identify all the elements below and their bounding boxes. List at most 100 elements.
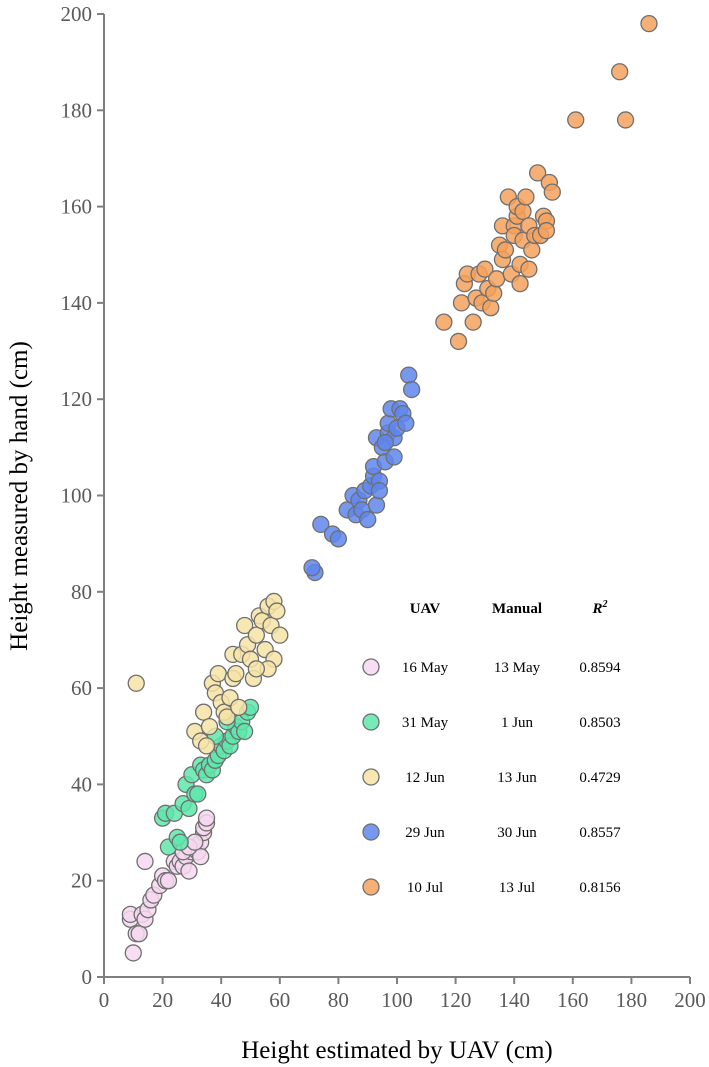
legend-r2-value: 0.8557 bbox=[579, 825, 621, 841]
legend-r2-value: 0.8503 bbox=[579, 715, 620, 731]
y-tick-label: 200 bbox=[61, 2, 93, 26]
data-point-series-4 bbox=[517, 188, 535, 206]
data-point-series-2 bbox=[197, 737, 216, 755]
data-point-series-3 bbox=[367, 496, 386, 514]
data-point-series-0 bbox=[180, 862, 198, 880]
data-point-series-4 bbox=[452, 294, 471, 312]
data-point-series-2 bbox=[218, 708, 236, 726]
y-tick-label: 180 bbox=[61, 98, 93, 122]
data-point-series-3 bbox=[402, 380, 421, 399]
y-tick-label: 60 bbox=[71, 676, 92, 700]
data-point-series-4 bbox=[537, 222, 556, 240]
data-point-series-4 bbox=[567, 111, 585, 129]
data-point-series-4 bbox=[511, 274, 529, 293]
x-tick-label: 80 bbox=[328, 988, 349, 1012]
data-point-series-4 bbox=[487, 270, 506, 288]
data-points bbox=[121, 14, 658, 962]
y-axis-title: Height measured by hand (cm) bbox=[6, 341, 33, 651]
data-point-series-4 bbox=[616, 111, 635, 129]
data-point-series-0 bbox=[159, 872, 178, 890]
data-point-series-2 bbox=[227, 665, 245, 683]
x-tick-label: 140 bbox=[498, 988, 530, 1012]
x-tick-label: 40 bbox=[211, 988, 232, 1012]
ticks: 0 20 40 60 80 100 120 140 160 180 200 0 20 40 60 80 100 1… bbox=[61, 2, 706, 1012]
data-point-series-0 bbox=[136, 852, 154, 871]
legend-uav-date: 31 May bbox=[402, 715, 449, 731]
data-point-series-3 bbox=[312, 515, 330, 534]
data-point-series-4 bbox=[520, 260, 538, 278]
data-point-series-1 bbox=[235, 722, 254, 741]
data-point-series-3 bbox=[385, 448, 403, 466]
x-tick-label: 100 bbox=[381, 988, 413, 1012]
data-point-series-4 bbox=[543, 183, 561, 201]
y-tick-label: 100 bbox=[61, 484, 93, 508]
data-point-series-4 bbox=[449, 332, 468, 351]
legend-header-r2: R2 bbox=[591, 599, 607, 617]
legend-uav-date: 29 Jun bbox=[405, 825, 445, 841]
x-tick-label: 180 bbox=[616, 988, 648, 1012]
data-point-series-4 bbox=[496, 241, 515, 259]
data-point-series-2 bbox=[271, 626, 289, 644]
y-tick-label: 0 bbox=[82, 965, 93, 989]
y-tick-label: 80 bbox=[71, 580, 92, 604]
legend-marker bbox=[362, 878, 380, 896]
legend-header-manual: Manual bbox=[492, 601, 542, 617]
legend-uav-date: 16 May bbox=[402, 660, 449, 676]
data-point-series-0 bbox=[192, 847, 210, 866]
data-point-series-4 bbox=[464, 313, 482, 331]
data-point-series-2 bbox=[230, 698, 248, 717]
data-point-series-0 bbox=[186, 833, 204, 851]
data-point-series-4 bbox=[482, 299, 500, 317]
legend-r2-value: 0.8594 bbox=[579, 660, 621, 676]
data-point-series-2 bbox=[235, 616, 254, 635]
y-tick-label: 120 bbox=[61, 387, 93, 411]
data-point-series-3 bbox=[370, 482, 389, 500]
data-point-series-2 bbox=[200, 717, 219, 736]
x-tick-label: 20 bbox=[152, 988, 173, 1012]
data-point-series-4 bbox=[611, 63, 629, 81]
data-point-series-3 bbox=[400, 366, 418, 384]
data-point-series-4 bbox=[528, 164, 547, 182]
legend-rows: 16 May 13 May 0.8594 31 May 1 Jun 0.8503 12 Ju… bbox=[362, 658, 621, 896]
x-tick-label: 120 bbox=[440, 988, 472, 1012]
legend-manual-date: 13 Jul bbox=[499, 880, 535, 896]
legend-r2-value: 0.4729 bbox=[579, 770, 620, 786]
y-tick-label: 160 bbox=[61, 195, 93, 219]
r2-superscript: 2 bbox=[602, 599, 608, 610]
data-point-series-4 bbox=[435, 313, 453, 331]
data-point-series-2 bbox=[127, 674, 145, 692]
data-point-series-3 bbox=[303, 559, 321, 577]
x-axis-title: Height estimated by UAV (cm) bbox=[241, 1037, 553, 1064]
y-tick-label: 20 bbox=[71, 869, 92, 893]
legend-r2-value: 0.8156 bbox=[579, 880, 621, 896]
legend: UAV Manual R2 16 May 13 May 0.8594 31 May 1 … bbox=[362, 599, 621, 896]
data-point-series-3 bbox=[359, 510, 377, 529]
legend-header-uav: UAV bbox=[410, 601, 441, 617]
legend-manual-date: 13 May bbox=[494, 660, 541, 676]
data-point-series-1 bbox=[171, 833, 189, 851]
legend-manual-date: 1 Jun bbox=[501, 715, 534, 731]
data-point-series-3 bbox=[376, 433, 394, 452]
x-tick-label: 60 bbox=[269, 988, 290, 1012]
y-tick-label: 40 bbox=[71, 772, 92, 796]
x-tick-label: 160 bbox=[557, 988, 589, 1012]
legend-marker bbox=[362, 713, 380, 731]
data-point-series-0 bbox=[130, 925, 148, 943]
data-point-series-2 bbox=[268, 602, 286, 620]
data-point-series-0 bbox=[124, 944, 142, 962]
data-point-series-3 bbox=[397, 414, 415, 432]
data-point-series-0 bbox=[197, 809, 216, 827]
x-tick-label: 200 bbox=[674, 988, 706, 1012]
legend-uav-date: 12 Jun bbox=[405, 770, 445, 786]
legend-marker bbox=[362, 768, 380, 786]
data-point-series-2 bbox=[209, 665, 227, 683]
data-point-series-1 bbox=[180, 799, 198, 818]
data-point-series-4 bbox=[485, 284, 503, 302]
r2-base: R bbox=[591, 601, 602, 617]
x-tick-label: 0 bbox=[99, 988, 110, 1012]
y-tick-label: 140 bbox=[61, 291, 93, 315]
data-point-series-4 bbox=[476, 260, 494, 278]
data-point-series-4 bbox=[640, 14, 658, 33]
data-point-series-4 bbox=[523, 241, 541, 259]
